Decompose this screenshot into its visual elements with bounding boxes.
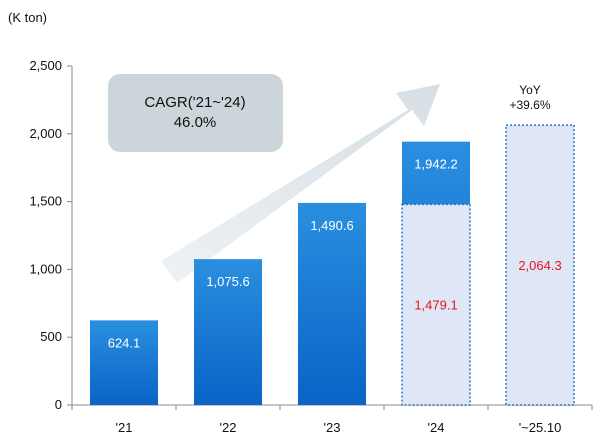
x-tick-label: '21 [116,420,133,435]
cagr-title: CAGR('21~'24) [144,94,245,111]
x-tick-label: '22 [220,420,237,435]
y-axis: 0 500 1,000 1,500 2,000 2,500 [29,58,73,412]
y-tick-label: 1,500 [29,194,62,209]
unit-label: (K ton) [8,10,47,25]
bar [194,259,262,405]
x-tick-label: '~25.10 [519,420,562,435]
x-axis: '21 '22 '23 '24 '~25.10 [71,404,593,435]
y-tick-label: 0 [55,397,62,412]
y-tick-label: 1,000 [29,261,62,276]
y-tick-label: 2,500 [29,58,62,73]
comparison-value-label: 2,064.3 [518,258,561,273]
y-tick-label: 500 [40,329,62,344]
growth-arrow [161,84,440,283]
bar [298,202,366,405]
x-tick-label: '24 [428,420,445,435]
bar-value-label: 624.1 [108,335,141,350]
x-tick-label: '23 [324,420,341,435]
bar-value-label: 1,490.6 [310,218,353,233]
comparison-box [505,124,575,406]
yoy-title: YoY [519,83,541,97]
comparison-boxes: 1,479.1 2,064.3 [401,124,575,406]
bar-value-label: 1,942.2 [414,157,457,172]
bar [90,320,158,405]
comparison-box [401,203,471,406]
cagr-box [108,74,283,152]
y-tick-label: 2,000 [29,126,62,141]
bar-value-label: 1,075.6 [206,274,249,289]
cagr-value: 46.0% [174,114,217,131]
yoy-value: +39.6% [509,98,550,112]
comparison-value-label: 1,479.1 [414,298,457,313]
